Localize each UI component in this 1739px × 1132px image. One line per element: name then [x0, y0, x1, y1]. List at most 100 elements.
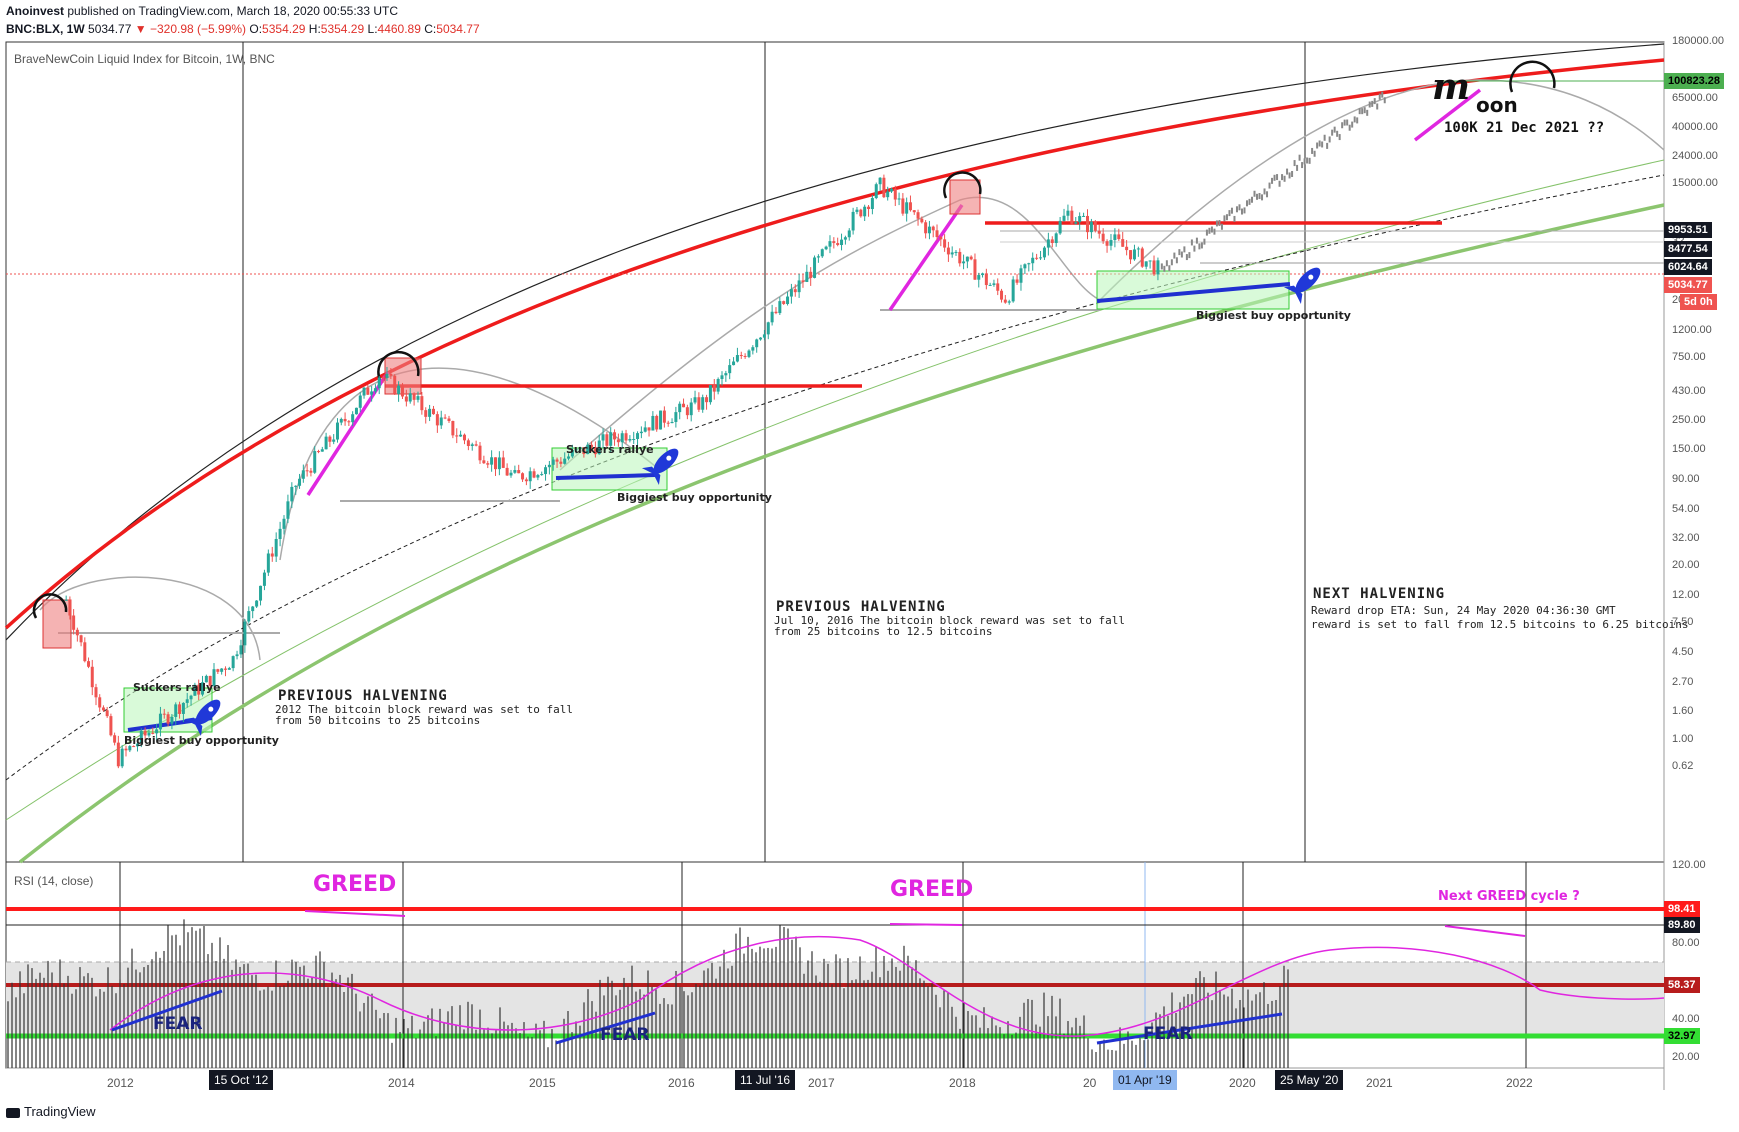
candle-body	[697, 397, 701, 410]
candle-body	[786, 296, 790, 304]
candle-body	[439, 417, 443, 426]
candle-body	[155, 729, 159, 734]
candle-body	[889, 188, 893, 192]
publisher-name[interactable]: Anoinvest	[6, 4, 65, 18]
candle-body	[72, 615, 76, 630]
candle-body	[616, 439, 620, 443]
projection-bar	[1366, 109, 1369, 116]
candle-body	[389, 373, 393, 376]
rsi-title: RSI (14, close)	[14, 874, 94, 888]
projection-bar	[1175, 257, 1178, 264]
time-marker: 25 May '20	[1275, 1070, 1344, 1090]
greed-label-1: GREED	[313, 872, 397, 897]
candle-body	[474, 444, 478, 446]
candle-body	[216, 669, 220, 672]
price-label: 8477.54	[1664, 241, 1712, 257]
candle-body	[462, 434, 466, 441]
candle-body	[570, 449, 574, 457]
grey-arc-4	[1099, 79, 1665, 301]
ohlc-line: BNC:BLX, 1W 5034.77 ▼ −320.98 (−5.99%) O…	[6, 22, 480, 36]
projection-bar	[1308, 157, 1311, 164]
projection-bar	[1183, 246, 1186, 253]
projection-bar	[1173, 252, 1176, 259]
candle-body	[1023, 264, 1027, 269]
prev-halving-1-title: PREVIOUS HALVENING	[278, 688, 448, 704]
candle-body	[278, 528, 282, 540]
projection-bar	[1220, 223, 1223, 230]
prev-halving-2-line1: Jul 10, 2016 The bitcoin block reward wa…	[774, 614, 1125, 627]
moon-logo-m: m	[1432, 66, 1471, 108]
suckers-rally-label-2: Suckers rallye	[566, 443, 654, 456]
time-tick: 2020	[1229, 1076, 1256, 1090]
projection-bar	[1286, 168, 1289, 175]
price-tick: 250.00	[1672, 414, 1706, 426]
price-tick: 150.00	[1672, 443, 1706, 455]
candle-body	[1156, 260, 1160, 275]
candle-body	[313, 451, 317, 473]
candle-body	[347, 421, 351, 423]
low-value: 4460.89	[377, 22, 421, 36]
candle-body	[1136, 248, 1140, 250]
time-tick: 20	[1083, 1076, 1097, 1090]
candle-body	[567, 456, 571, 459]
candle-body	[351, 414, 355, 423]
candle-body	[632, 438, 636, 440]
candle-body	[317, 451, 321, 453]
candle-body	[996, 283, 1000, 291]
candle-body	[370, 391, 374, 395]
projection-bar	[1233, 215, 1236, 222]
candle-body	[647, 427, 651, 431]
projection-bar	[1188, 252, 1191, 259]
price-label: 6024.64	[1664, 259, 1712, 275]
candle-body	[116, 742, 120, 767]
candle-body	[478, 445, 482, 461]
candle-body	[628, 438, 632, 441]
candle-body	[266, 553, 270, 573]
projection-bar	[1210, 226, 1213, 233]
candle-body	[670, 421, 674, 424]
price-label: 100823.28	[1664, 73, 1724, 89]
projection-bar	[1376, 103, 1379, 110]
candle-body	[443, 417, 447, 419]
candle-body	[1085, 215, 1089, 233]
candle-body	[197, 684, 201, 695]
projection-bar	[1258, 193, 1261, 200]
candle-body	[859, 209, 863, 217]
candle-body	[920, 218, 924, 223]
candle-body	[189, 695, 193, 700]
candle-body	[662, 410, 666, 423]
candle-body	[851, 211, 855, 231]
projection-bar	[1230, 207, 1233, 214]
candle-body	[563, 458, 567, 464]
price-tick: 0.62	[1672, 760, 1694, 772]
time-tick: 2012	[107, 1076, 134, 1090]
candle-body	[185, 699, 189, 703]
candle-body	[624, 433, 628, 441]
candle-body	[609, 432, 613, 446]
candle-body	[1132, 249, 1136, 260]
candle-body	[820, 249, 824, 257]
grey-arc-2	[279, 367, 661, 561]
candle-body	[509, 472, 513, 476]
candle-body	[243, 621, 247, 646]
candle-body	[897, 198, 901, 200]
projection-bar	[1278, 180, 1281, 187]
projection-bar	[1203, 238, 1206, 245]
mid-green-curve	[5, 159, 1665, 821]
candle-body	[339, 418, 343, 423]
candle-body	[916, 212, 920, 219]
projection-bar	[1341, 122, 1344, 129]
top-box-3	[949, 179, 981, 215]
candle-body	[836, 243, 840, 246]
candle-body	[716, 379, 720, 392]
candle-body	[1152, 260, 1156, 275]
next-halving-title: NEXT HALVENING	[1313, 586, 1446, 602]
candle-body	[1000, 290, 1004, 300]
tradingview-footer[interactable]: TradingView	[6, 1104, 96, 1119]
projection-bar	[1323, 134, 1326, 141]
candle-body	[770, 311, 774, 323]
candle-body	[908, 202, 912, 211]
projection-bar	[1245, 200, 1248, 207]
projection-bar	[1361, 108, 1364, 115]
